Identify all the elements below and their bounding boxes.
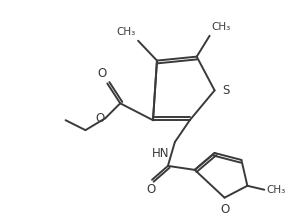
Text: CH₃: CH₃ [212,22,231,32]
Text: HN: HN [151,147,169,160]
Text: O: O [97,67,106,80]
Text: CH₃: CH₃ [266,185,285,195]
Text: O: O [220,203,229,216]
Text: CH₃: CH₃ [117,27,136,37]
Text: O: O [95,112,104,125]
Text: O: O [146,183,156,196]
Text: S: S [222,84,230,97]
